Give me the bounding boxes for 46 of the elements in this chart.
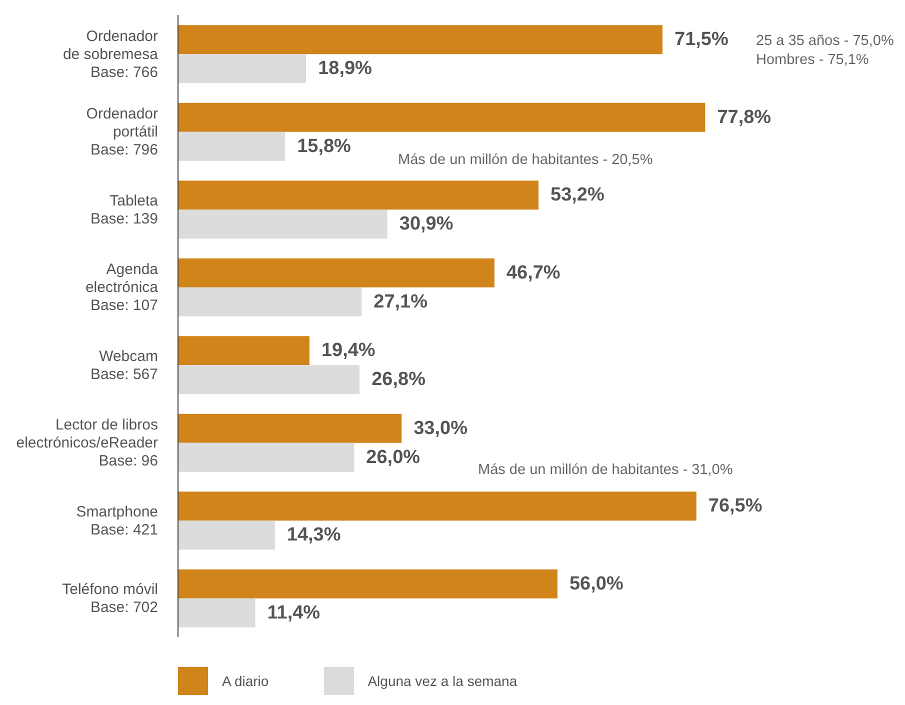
data-label: 11,4% [267,602,320,624]
text: 25 a 35 años - 75,0% [756,32,894,50]
bar [178,336,310,366]
data-label: 15,8% [297,136,352,157]
y-tick-label: Ordenador de sobremesa Base: 766 [62,27,159,80]
data-label: 46,7% [506,262,560,284]
bar [178,102,706,132]
bar [178,492,696,521]
data-label: 77,8% [717,106,772,128]
legend-label: A diario [222,673,269,689]
data-label: 26,0% [366,446,420,468]
bar [178,598,256,628]
bar [178,414,402,443]
legend-label: Alguna vez a la semana [368,673,518,689]
bar [178,54,306,84]
data-label: 26,8% [372,369,426,390]
bar [178,520,275,550]
y-tick-label: Tableta Base: 139 [90,192,159,227]
y-tick-label: Webcam Base: 567 [90,347,158,382]
y-tick-label: Teléfono móvil Base: 702 [62,580,158,616]
y-tick-label: Ordenador portátil Base: 796 [86,105,158,158]
bar [178,365,360,394]
bar [178,210,388,239]
text: Hombres - 75,1% [756,51,869,69]
bar [178,287,362,316]
data-label: 71,5% [674,29,728,50]
bar [178,25,663,54]
y-tick-label: Agenda electrónica Base: 107 [85,260,159,314]
data-label: 76,5% [708,496,762,517]
data-label: 53,2% [550,184,604,206]
bar [178,569,558,598]
data-label: 56,0% [569,573,624,594]
annotation: Más de un millón de habitantes - 20,5% [398,151,653,169]
data-label: 19,4% [321,340,376,362]
bar [178,132,286,161]
bar [178,258,494,288]
bar [178,180,539,210]
y-tick-label: Smartphone Base: 421 [76,502,158,538]
y-tick-label: Lector de libros electrónicos/eReader Base: 96 [16,416,158,470]
data-label: 18,9% [318,58,372,80]
data-label: 33,0% [414,418,468,439]
data-label: 30,9% [399,214,454,235]
bar [178,442,354,472]
annotation: Más de un millón de habitantes - 31,0% [478,461,733,479]
data-label: 27,1% [374,291,428,312]
data-label: 14,3% [286,524,341,546]
